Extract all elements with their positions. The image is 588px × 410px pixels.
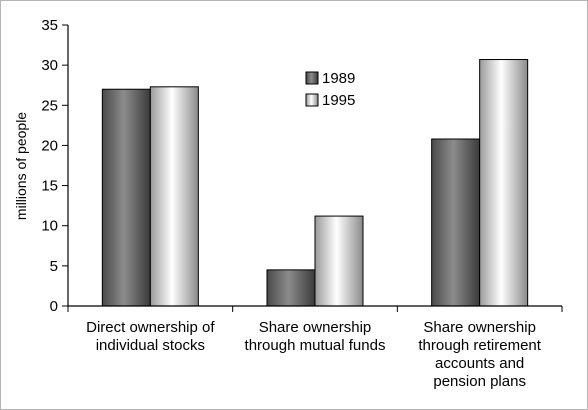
- category-label: Direct ownership of: [86, 319, 215, 336]
- y-tick-label: 35: [41, 17, 58, 34]
- legend-swatch-1989: [305, 71, 319, 85]
- category-label: through retirement: [418, 337, 541, 354]
- y-tick-label: 20: [41, 137, 58, 154]
- y-axis-title: millions of people: [13, 112, 29, 220]
- y-tick-label: 5: [50, 258, 58, 275]
- y-axis-ticks: 0 5 10 15 20 25 30 35: [41, 17, 68, 315]
- category-label: Share ownership: [423, 319, 536, 336]
- category-label: accounts and: [435, 355, 524, 372]
- bar-1989-2: [431, 138, 481, 307]
- y-tick-label: 15: [41, 178, 58, 195]
- category-label: through mutual funds: [245, 337, 386, 354]
- y-tick-label: 0: [50, 298, 58, 315]
- legend-swatch-1995: [305, 93, 319, 107]
- legend-label: 1989: [322, 70, 355, 87]
- legend-label: 1995: [322, 92, 355, 109]
- category-label: pension plans: [433, 373, 526, 390]
- bar-1995-0: [149, 86, 199, 307]
- y-tick-label: 25: [41, 97, 58, 114]
- bar-1995-1: [314, 215, 364, 307]
- axes: [67, 25, 563, 312]
- legend: 1989 1995: [300, 65, 364, 113]
- category-label: individual stocks: [96, 337, 205, 354]
- bar-1995-2: [479, 59, 529, 307]
- bars: [101, 59, 529, 307]
- bar-1989-1: [266, 269, 316, 307]
- bar-1989-0: [101, 88, 151, 307]
- category-label: Share ownership: [259, 319, 372, 336]
- y-tick-label: 10: [41, 218, 58, 235]
- y-tick-label: 30: [41, 57, 58, 74]
- y-axis-title-group: millions of people: [13, 112, 29, 220]
